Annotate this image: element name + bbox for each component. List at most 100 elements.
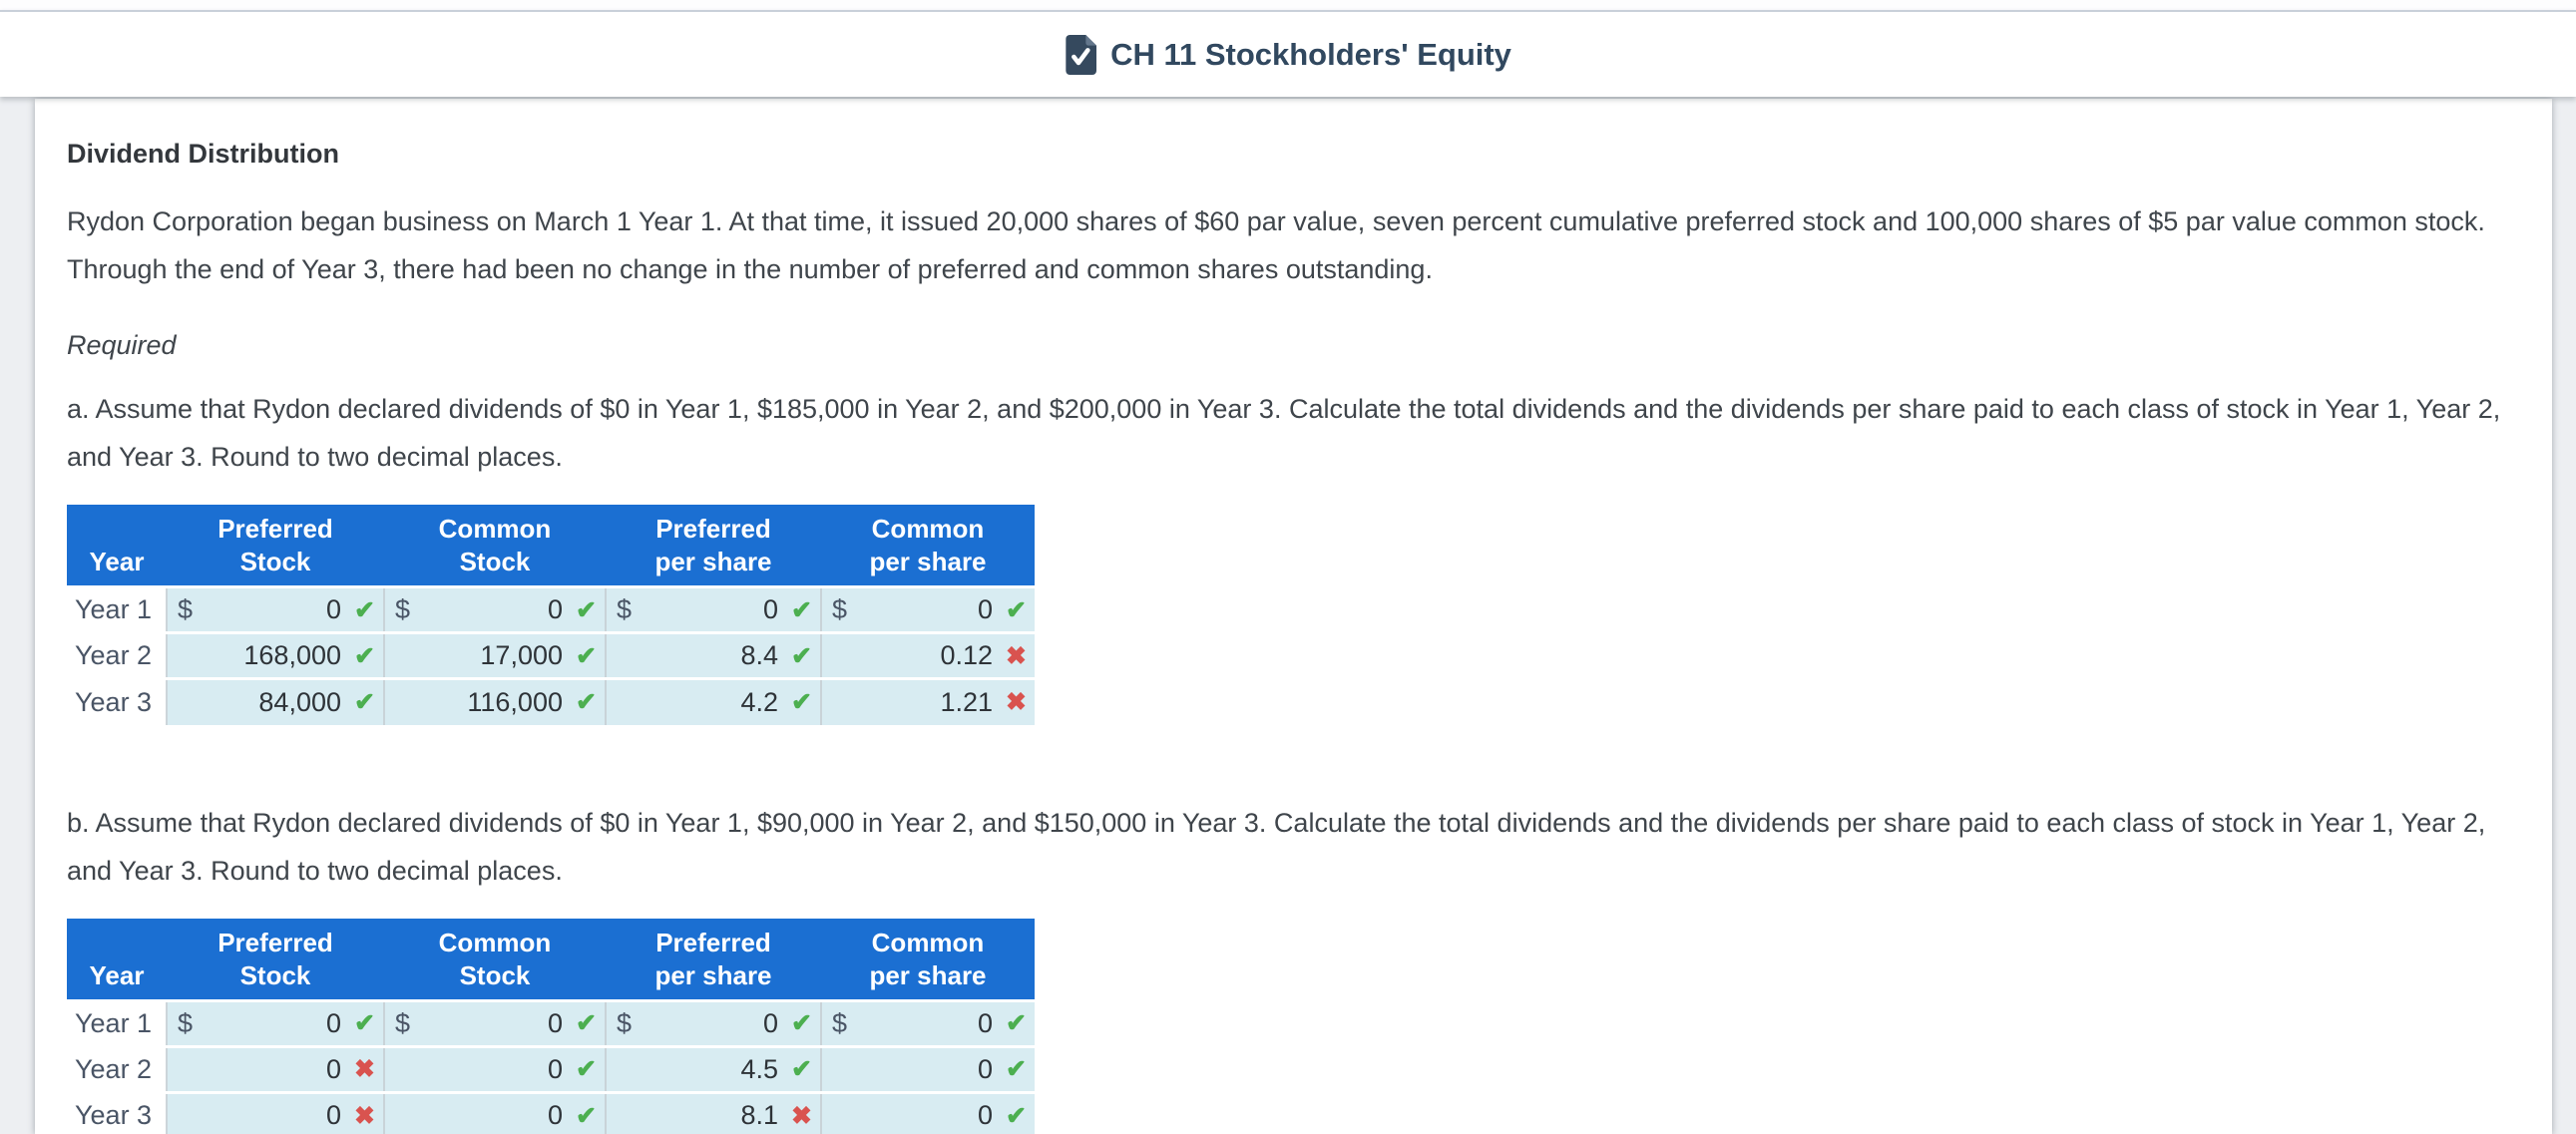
- dollar-sign: $: [617, 1007, 633, 1038]
- table-row: Year 2 0 ✖ 0 ✔ 4.5 ✔ 0 ✔: [67, 1046, 1035, 1092]
- answer-cell-preferred-stock[interactable]: 0 ✖: [167, 1092, 384, 1134]
- answer-cell-common-stock[interactable]: $0 ✔: [383, 1000, 606, 1046]
- answer-value: 0: [762, 1007, 778, 1038]
- part-b-instructions: b. Assume that Rydon declared dividends …: [67, 807, 2486, 886]
- answer-value: 1.21: [940, 686, 993, 717]
- correct-check-icon: ✔: [1006, 1101, 1027, 1130]
- answer-value: 4.2: [740, 686, 778, 717]
- answer-value: 0: [547, 1100, 563, 1131]
- answer-value: 0: [325, 1053, 341, 1084]
- answer-cell-common-per-share[interactable]: 0.12 ✖: [820, 632, 1035, 679]
- dollar-sign: $: [832, 1007, 848, 1038]
- answer-value: 8.4: [740, 640, 778, 670]
- correct-check-icon: ✔: [576, 688, 597, 717]
- incorrect-x-icon: ✖: [1006, 688, 1027, 717]
- incorrect-x-icon: ✖: [791, 1101, 812, 1130]
- table-row: Year 1 $0 ✔ $0 ✔ $0 ✔ $0 ✔: [67, 1000, 1035, 1046]
- answer-value: 0: [325, 594, 341, 624]
- column-header-year: Year: [67, 505, 167, 587]
- year-label: Year 1: [67, 586, 168, 633]
- correct-check-icon: ✔: [354, 595, 375, 624]
- column-header-common-per-share: Common per share: [821, 505, 1035, 587]
- year-label: Year 1: [67, 1000, 168, 1046]
- problem-card: Dividend Distribution Rydon Corporation …: [35, 99, 2552, 1134]
- correct-check-icon: ✔: [576, 641, 597, 670]
- answer-value: 0: [977, 1007, 993, 1038]
- dollar-sign: $: [395, 1007, 411, 1038]
- column-header-year: Year: [67, 918, 167, 1000]
- incorrect-x-icon: ✖: [1006, 641, 1027, 670]
- section-spacer: [67, 733, 2520, 799]
- answer-value: 0: [977, 594, 993, 624]
- answer-cell-preferred-stock[interactable]: $0 ✔: [167, 586, 384, 633]
- table-header-row: Year Preferred Stock Common Stock Preferred pe…: [67, 505, 1035, 587]
- answer-value: 0.12: [940, 640, 993, 670]
- answer-value: 116,000: [467, 686, 563, 717]
- answer-value: 0: [547, 1007, 563, 1038]
- quiz-title-group: CH 11 Stockholders' Equity: [1065, 34, 1511, 75]
- answer-value: 17,000: [480, 640, 563, 670]
- answer-value: 8.1: [740, 1100, 778, 1131]
- year-label: Year 2: [67, 1046, 168, 1092]
- answer-cell-preferred-stock[interactable]: 84,000 ✔: [167, 678, 384, 725]
- answer-value: 84,000: [258, 686, 341, 717]
- dollar-sign: $: [178, 594, 194, 624]
- correct-check-icon: ✔: [791, 595, 812, 624]
- part-a-instructions: a. Assume that Rydon declared dividends …: [67, 394, 2501, 472]
- answer-cell-common-per-share[interactable]: $0 ✔: [820, 586, 1035, 633]
- required-label: Required: [67, 330, 177, 360]
- column-header-preferred-per-share: Preferred per share: [606, 918, 821, 1000]
- table-row: Year 3 84,000 ✔ 116,000 ✔ 4.2 ✔ 1.21 ✖: [67, 678, 1035, 725]
- column-header-common-stock: Common Stock: [384, 918, 606, 1000]
- answer-cell-preferred-per-share[interactable]: 8.4 ✔: [605, 632, 821, 679]
- answer-cell-common-stock[interactable]: $0 ✔: [383, 586, 606, 633]
- correct-check-icon: ✔: [791, 688, 812, 717]
- answer-cell-preferred-per-share[interactable]: 8.1 ✖: [605, 1092, 821, 1134]
- correct-check-icon: ✔: [354, 1009, 375, 1037]
- problem-intro: Rydon Corporation began business on Marc…: [67, 206, 2485, 284]
- incorrect-x-icon: ✖: [354, 1055, 375, 1083]
- answer-cell-common-per-share[interactable]: 0 ✔: [820, 1046, 1035, 1092]
- answer-value: 4.5: [740, 1053, 778, 1084]
- correct-check-icon: ✔: [1006, 1055, 1027, 1083]
- correct-check-icon: ✔: [354, 688, 375, 717]
- answer-cell-common-stock[interactable]: 0 ✔: [383, 1046, 606, 1092]
- table-row: Year 3 0 ✖ 0 ✔ 8.1 ✖ 0 ✔: [67, 1092, 1035, 1134]
- correct-check-icon: ✔: [576, 1101, 597, 1130]
- incorrect-x-icon: ✖: [354, 1101, 375, 1130]
- column-header-common-per-share: Common per share: [821, 918, 1035, 1000]
- answer-cell-common-per-share[interactable]: $0 ✔: [820, 1000, 1035, 1046]
- answer-value: 0: [977, 1100, 993, 1131]
- answer-cell-preferred-stock[interactable]: $0 ✔: [167, 1000, 384, 1046]
- column-header-preferred-per-share: Preferred per share: [606, 505, 821, 587]
- answer-cell-common-stock[interactable]: 116,000 ✔: [383, 678, 606, 725]
- quiz-header-bar: CH 11 Stockholders' Equity: [0, 10, 2576, 97]
- answer-cell-preferred-stock[interactable]: 0 ✖: [167, 1046, 384, 1092]
- table-row: Year 1 $0 ✔ $0 ✔ $0 ✔ $0 ✔: [67, 586, 1035, 633]
- answer-cell-common-per-share[interactable]: 0 ✔: [820, 1092, 1035, 1134]
- answer-value: 0: [762, 594, 778, 624]
- answer-cell-preferred-stock[interactable]: 168,000 ✔: [167, 632, 384, 679]
- answer-value: 0: [977, 1053, 993, 1084]
- answer-value: 168,000: [243, 640, 341, 670]
- correct-check-icon: ✔: [791, 1009, 812, 1037]
- answer-cell-preferred-per-share[interactable]: 4.5 ✔: [605, 1046, 821, 1092]
- year-label: Year 3: [67, 1092, 168, 1134]
- correct-check-icon: ✔: [791, 1055, 812, 1083]
- answer-cell-common-stock[interactable]: 17,000 ✔: [383, 632, 606, 679]
- column-header-preferred-stock: Preferred Stock: [167, 918, 384, 1000]
- table-header-row: Year Preferred Stock Common Stock Preferred pe…: [67, 918, 1035, 1000]
- dollar-sign: $: [178, 1007, 194, 1038]
- correct-check-icon: ✔: [354, 641, 375, 670]
- answer-cell-common-stock[interactable]: 0 ✔: [383, 1092, 606, 1134]
- dollar-sign: $: [617, 594, 633, 624]
- dollar-sign: $: [832, 594, 848, 624]
- answer-cell-preferred-per-share[interactable]: $0 ✔: [605, 1000, 821, 1046]
- answer-cell-common-per-share[interactable]: 1.21 ✖: [820, 678, 1035, 725]
- page-top-gap: [0, 0, 2576, 10]
- problem-heading: Dividend Distribution: [67, 139, 339, 169]
- page-title: CH 11 Stockholders' Equity: [1110, 36, 1511, 72]
- answer-cell-preferred-per-share[interactable]: 4.2 ✔: [605, 678, 821, 725]
- correct-check-icon: ✔: [576, 1055, 597, 1083]
- answer-cell-preferred-per-share[interactable]: $0 ✔: [605, 586, 821, 633]
